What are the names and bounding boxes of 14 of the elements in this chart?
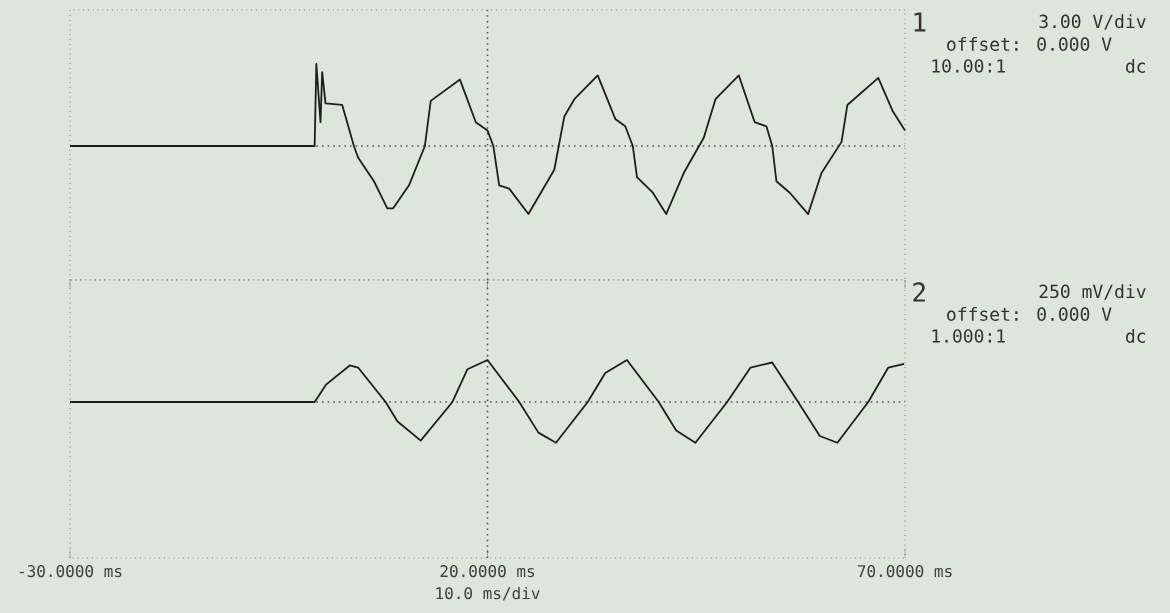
- x-tick-label: 20.0000 ms: [440, 565, 535, 578]
- text: 2: [913, 282, 925, 302]
- x-axis-title: 10.0 ms/div: [436, 586, 540, 601]
- text: dc: [1126, 329, 1146, 343]
- text: 1: [914, 12, 926, 32]
- text: 3.00 V/div: [1039, 14, 1146, 30]
- text: 250 mV/div: [1039, 284, 1146, 300]
- text: 10.00:1: [932, 59, 1005, 73]
- text: dc: [1126, 59, 1146, 73]
- x-tick-label: 70.0000 ms: [857, 565, 952, 578]
- text: offset: 0.000 V: [947, 307, 1112, 321]
- text: offset: 0.000 V: [947, 37, 1112, 51]
- text: 1.000:1: [932, 329, 1005, 343]
- x-tick-label: -30.0000 ms: [19, 565, 122, 578]
